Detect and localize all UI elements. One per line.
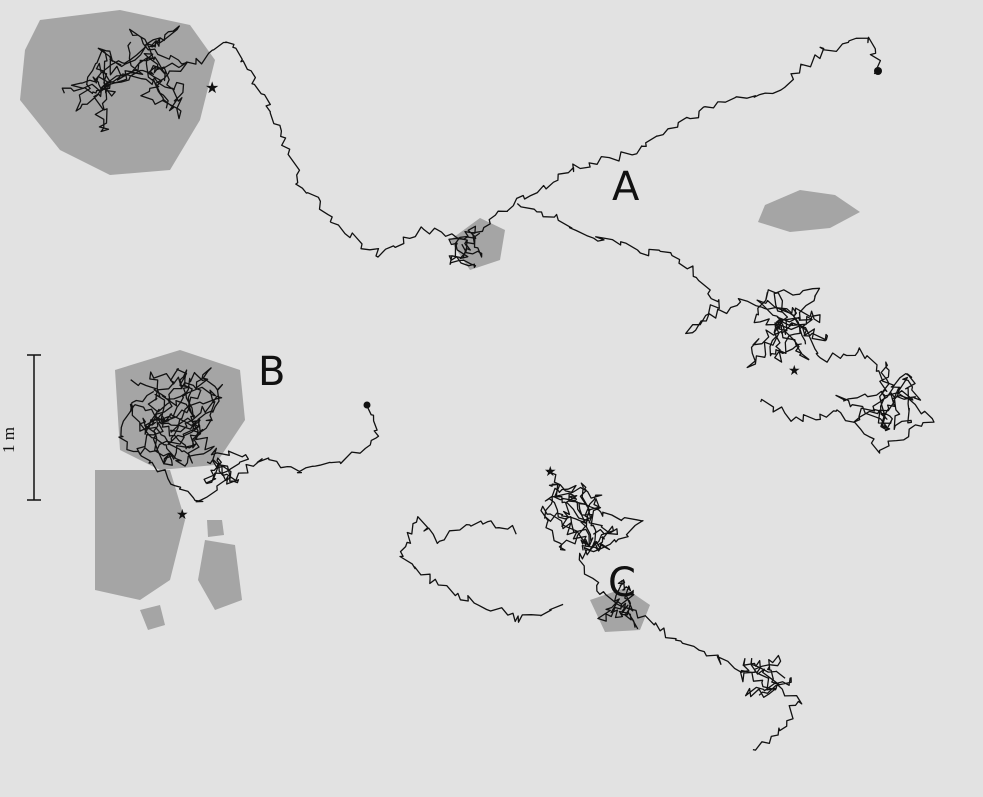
panel-label: A (612, 164, 640, 210)
end-star: ★ (176, 508, 189, 523)
scale-bar-label: 1 m (0, 427, 18, 453)
panel-label: C (608, 560, 636, 606)
end-star: ★ (788, 364, 801, 379)
page: {"figure": {"panels": [{"label": "A"}, {… (0, 0, 983, 797)
end-star: ★ (205, 80, 219, 97)
figure: ★ ★ ★ ★ 1 m A B C (0, 0, 983, 797)
start-point (364, 402, 371, 409)
area (207, 520, 224, 537)
panel-label: B (258, 349, 285, 395)
end-star: ★ (544, 465, 557, 480)
start-point (874, 67, 882, 75)
